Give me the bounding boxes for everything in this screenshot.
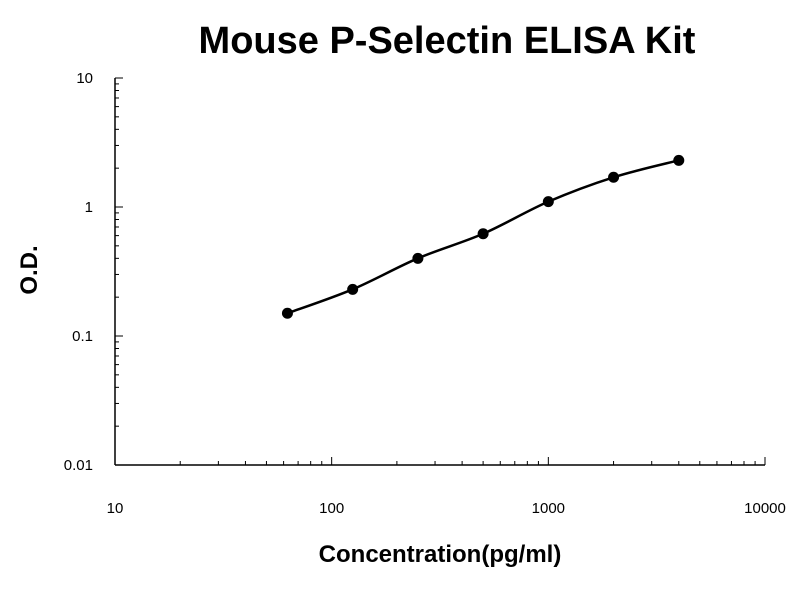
data-point	[412, 252, 424, 264]
axes	[114, 78, 765, 466]
chart-title: Mouse P-Selectin ELISA Kit	[199, 20, 696, 62]
y-tick-label: 0.1	[72, 328, 93, 345]
x-axis-title: Concentration(pg/ml)	[319, 541, 562, 568]
x-tick-label: 100	[319, 500, 344, 517]
y-tick-labels: 10 1 0.1 0.01	[64, 70, 93, 474]
y-tick-label: 10	[76, 70, 93, 87]
y-tick-label: 1	[85, 199, 93, 216]
x-tick-label: 10000	[744, 500, 786, 517]
data-point	[347, 283, 359, 295]
y-axis-title: O.D.	[16, 245, 43, 294]
x-tick-label: 1000	[532, 500, 565, 517]
data-point	[608, 171, 620, 183]
data-point	[673, 154, 685, 166]
x-tick-label: 10	[107, 500, 124, 517]
data-points	[281, 154, 685, 319]
tick-marks	[114, 77, 766, 466]
data-point	[542, 196, 554, 208]
y-tick-label: 0.01	[64, 457, 93, 474]
data-point	[477, 228, 489, 240]
x-tick-labels: 10 100 1000 10000	[107, 500, 786, 517]
data-point	[281, 307, 293, 319]
